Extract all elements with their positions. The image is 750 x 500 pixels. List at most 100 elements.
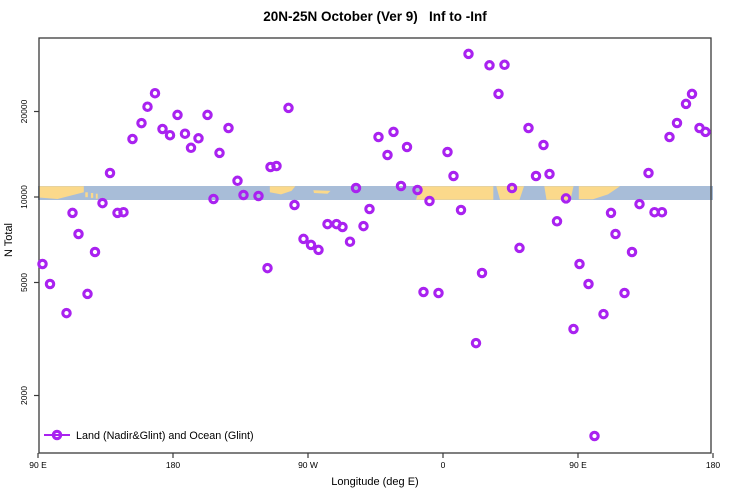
- data-point: [298, 233, 309, 245]
- x-axis-label: Longitude (deg E): [331, 476, 419, 488]
- x-tick-label: 0: [441, 460, 446, 470]
- map-band-ocean: [38, 186, 713, 200]
- data-point: [382, 149, 393, 161]
- data-point: [208, 193, 219, 205]
- data-point: [538, 139, 549, 151]
- data-point: [358, 220, 369, 232]
- data-point: [523, 122, 534, 134]
- data-point: [271, 160, 282, 172]
- data-point: [313, 244, 324, 256]
- data-point: [455, 204, 467, 216]
- x-tick-label: 90 E: [29, 460, 47, 470]
- data-point: [424, 195, 435, 207]
- data-point: [37, 258, 48, 270]
- data-point: [238, 189, 249, 201]
- data-point: [656, 206, 668, 218]
- data-point: [619, 287, 630, 299]
- map-band-land: [416, 186, 494, 200]
- map-band-land: [313, 190, 331, 194]
- data-point: [470, 337, 482, 349]
- data-point: [214, 147, 225, 159]
- data-point: [671, 117, 683, 129]
- map-band-land: [38, 186, 84, 199]
- x-tick-label: 180: [706, 460, 720, 470]
- data-point: [412, 184, 423, 196]
- data-point: [551, 216, 563, 227]
- x-tick-label: 90 W: [298, 460, 318, 470]
- map-band-land: [496, 186, 524, 200]
- y-tick-label: 20000: [19, 99, 29, 123]
- data-point: [493, 88, 504, 100]
- data-point: [560, 193, 572, 204]
- data-point: [506, 182, 518, 194]
- data-point: [289, 199, 300, 211]
- data-point: [395, 180, 407, 192]
- map-band-land: [269, 186, 296, 195]
- data-point: [589, 430, 600, 442]
- data-point: [253, 190, 264, 202]
- data-point: [626, 246, 638, 258]
- map-band-land: [85, 192, 88, 198]
- data-point: [574, 258, 585, 270]
- map-band-land: [90, 193, 94, 198]
- data-point: [484, 60, 495, 71]
- data-point: [350, 182, 362, 194]
- data-point: [680, 98, 692, 110]
- data-point: [142, 101, 153, 112]
- data-point: [530, 170, 542, 182]
- data-point: [82, 288, 93, 300]
- x-tick-label: 180: [166, 460, 180, 470]
- data-point: [401, 141, 413, 153]
- data-point: [448, 170, 459, 182]
- data-point: [499, 59, 510, 71]
- data-point: [568, 323, 579, 335]
- data-point: [643, 167, 654, 179]
- y-tick-label: 5000: [19, 273, 29, 292]
- data-point: [73, 228, 84, 240]
- data-point: [193, 133, 204, 144]
- data-point: [433, 287, 444, 299]
- data-point: [136, 117, 147, 129]
- map-band-land: [578, 186, 620, 200]
- legend-marker-icon: [51, 429, 63, 441]
- data-point: [305, 239, 317, 251]
- data-point: [232, 175, 243, 187]
- data-point: [337, 221, 348, 233]
- data-point: [104, 167, 116, 179]
- data-point: [344, 236, 356, 247]
- data-point: [700, 126, 711, 138]
- chart-title: 20N-25N October (Ver 9) Inf to -Inf: [263, 9, 487, 24]
- data-point: [544, 168, 555, 180]
- map-band-land: [95, 193, 98, 199]
- data-point: [634, 198, 645, 210]
- data-point: [44, 278, 56, 290]
- data-point: [127, 133, 138, 145]
- data-point: [202, 109, 213, 121]
- data-point: [89, 246, 101, 258]
- data-point: [686, 88, 698, 100]
- data-point: [418, 286, 429, 298]
- data-point: [463, 48, 474, 60]
- data-point: [179, 128, 191, 139]
- data-point: [164, 129, 176, 141]
- map-band-land: [544, 186, 574, 200]
- data-point: [664, 131, 675, 143]
- y-tick-label: 10000: [19, 185, 29, 209]
- data-point: [157, 123, 168, 135]
- data-point: [476, 267, 488, 279]
- data-point: [61, 307, 72, 319]
- data-point: [598, 308, 609, 320]
- data-point: [364, 203, 375, 215]
- plot-border: [38, 37, 712, 454]
- y-tick-label: 2000: [19, 386, 29, 405]
- data-point: [605, 207, 617, 219]
- data-point: [118, 206, 129, 218]
- data-point: [388, 126, 399, 138]
- legend: Land (Nadir&Glint) and Ocean (Glint): [44, 429, 254, 442]
- data-point: [373, 131, 384, 143]
- x-tick-label: 90 E: [569, 460, 587, 470]
- data-point: [185, 142, 197, 154]
- data-point: [262, 262, 273, 274]
